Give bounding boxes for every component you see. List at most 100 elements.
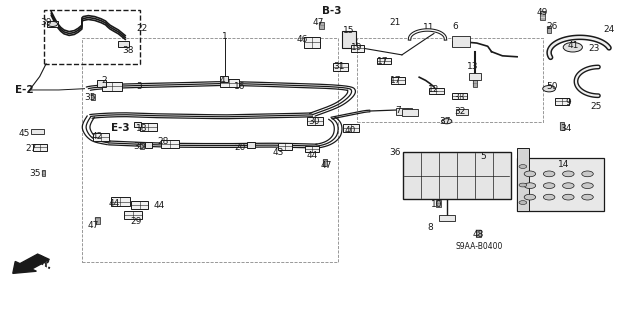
Bar bbox=[33, 144, 47, 151]
Text: 30: 30 bbox=[308, 117, 319, 126]
Text: 38: 38 bbox=[122, 46, 134, 55]
Bar bbox=[555, 98, 569, 105]
Text: 12: 12 bbox=[428, 85, 440, 94]
Text: 15: 15 bbox=[343, 26, 355, 35]
Bar bbox=[247, 142, 255, 148]
Circle shape bbox=[563, 42, 582, 52]
Bar bbox=[343, 124, 359, 132]
Bar bbox=[134, 122, 141, 127]
Bar bbox=[97, 80, 106, 87]
Text: 44: 44 bbox=[153, 201, 164, 210]
Circle shape bbox=[543, 183, 555, 189]
Bar bbox=[93, 133, 109, 141]
Bar bbox=[307, 116, 323, 124]
Bar bbox=[323, 159, 328, 166]
Text: 19: 19 bbox=[351, 43, 363, 52]
Bar bbox=[305, 146, 319, 152]
Bar bbox=[342, 31, 356, 48]
Bar bbox=[91, 94, 95, 100]
Bar bbox=[131, 201, 148, 209]
Bar bbox=[517, 148, 529, 211]
Text: 14: 14 bbox=[557, 160, 569, 169]
Text: S9AA-B0400: S9AA-B0400 bbox=[455, 242, 502, 251]
Text: 26: 26 bbox=[546, 22, 557, 31]
Bar bbox=[397, 108, 413, 115]
Bar bbox=[102, 82, 122, 91]
Text: 42: 42 bbox=[92, 132, 103, 141]
Circle shape bbox=[543, 85, 556, 92]
Text: 29: 29 bbox=[130, 217, 141, 226]
Text: 45: 45 bbox=[19, 129, 30, 138]
Bar bbox=[333, 63, 348, 71]
Circle shape bbox=[524, 194, 536, 200]
Bar bbox=[145, 142, 152, 148]
Text: 11: 11 bbox=[423, 23, 435, 32]
Bar bbox=[161, 139, 179, 147]
Bar bbox=[140, 143, 144, 149]
Bar bbox=[44, 10, 140, 64]
FancyArrow shape bbox=[13, 254, 49, 273]
Bar bbox=[377, 58, 391, 64]
Bar bbox=[278, 143, 292, 150]
Text: 22: 22 bbox=[136, 24, 148, 33]
Text: 13: 13 bbox=[467, 63, 478, 71]
Bar bbox=[82, 38, 338, 262]
Text: 17: 17 bbox=[390, 76, 401, 85]
Bar bbox=[124, 211, 142, 219]
Text: 35: 35 bbox=[134, 142, 145, 151]
Circle shape bbox=[563, 171, 574, 177]
Text: 9: 9 bbox=[566, 98, 571, 107]
Bar bbox=[220, 76, 228, 82]
Text: 36: 36 bbox=[390, 148, 401, 157]
Circle shape bbox=[519, 165, 527, 168]
Circle shape bbox=[543, 194, 555, 200]
Text: 8: 8 bbox=[428, 223, 433, 232]
Text: 35: 35 bbox=[84, 93, 95, 102]
Text: 31: 31 bbox=[333, 62, 345, 71]
Text: 50: 50 bbox=[546, 82, 557, 91]
Text: E-3: E-3 bbox=[111, 122, 130, 133]
Bar bbox=[560, 122, 564, 130]
Bar bbox=[452, 36, 470, 47]
Text: 48: 48 bbox=[473, 230, 484, 239]
Bar bbox=[42, 170, 45, 176]
Bar bbox=[429, 88, 444, 94]
Text: 16: 16 bbox=[234, 82, 246, 91]
Circle shape bbox=[582, 171, 593, 177]
Bar bbox=[220, 79, 239, 87]
Bar bbox=[111, 197, 130, 206]
Bar bbox=[47, 21, 58, 27]
Bar bbox=[540, 11, 545, 20]
Text: 24: 24 bbox=[604, 25, 615, 34]
Text: 46: 46 bbox=[296, 35, 308, 44]
Circle shape bbox=[582, 183, 593, 189]
Text: E-2: E-2 bbox=[15, 85, 34, 95]
Text: 18: 18 bbox=[136, 124, 148, 133]
Text: 44: 44 bbox=[108, 199, 120, 208]
Bar bbox=[456, 109, 468, 115]
Text: 25: 25 bbox=[591, 102, 602, 111]
Bar bbox=[452, 93, 467, 99]
Bar bbox=[118, 41, 129, 47]
Bar bbox=[305, 36, 321, 48]
Circle shape bbox=[442, 119, 452, 124]
Circle shape bbox=[582, 194, 593, 200]
Bar bbox=[473, 80, 477, 87]
Text: 41: 41 bbox=[567, 41, 579, 50]
Text: 37: 37 bbox=[439, 117, 451, 126]
Circle shape bbox=[519, 183, 527, 187]
Bar bbox=[436, 200, 441, 207]
Text: 43: 43 bbox=[273, 148, 284, 157]
Text: 7: 7 bbox=[396, 106, 401, 115]
Bar bbox=[547, 26, 552, 33]
Bar bbox=[319, 22, 323, 29]
Bar bbox=[140, 123, 157, 131]
Bar bbox=[402, 109, 418, 116]
Text: 3: 3 bbox=[137, 82, 142, 91]
Bar bbox=[517, 158, 604, 211]
Bar bbox=[439, 215, 455, 221]
Bar bbox=[391, 77, 405, 84]
Text: 47: 47 bbox=[321, 161, 332, 170]
Bar bbox=[31, 129, 44, 134]
Text: 5: 5 bbox=[481, 152, 486, 161]
